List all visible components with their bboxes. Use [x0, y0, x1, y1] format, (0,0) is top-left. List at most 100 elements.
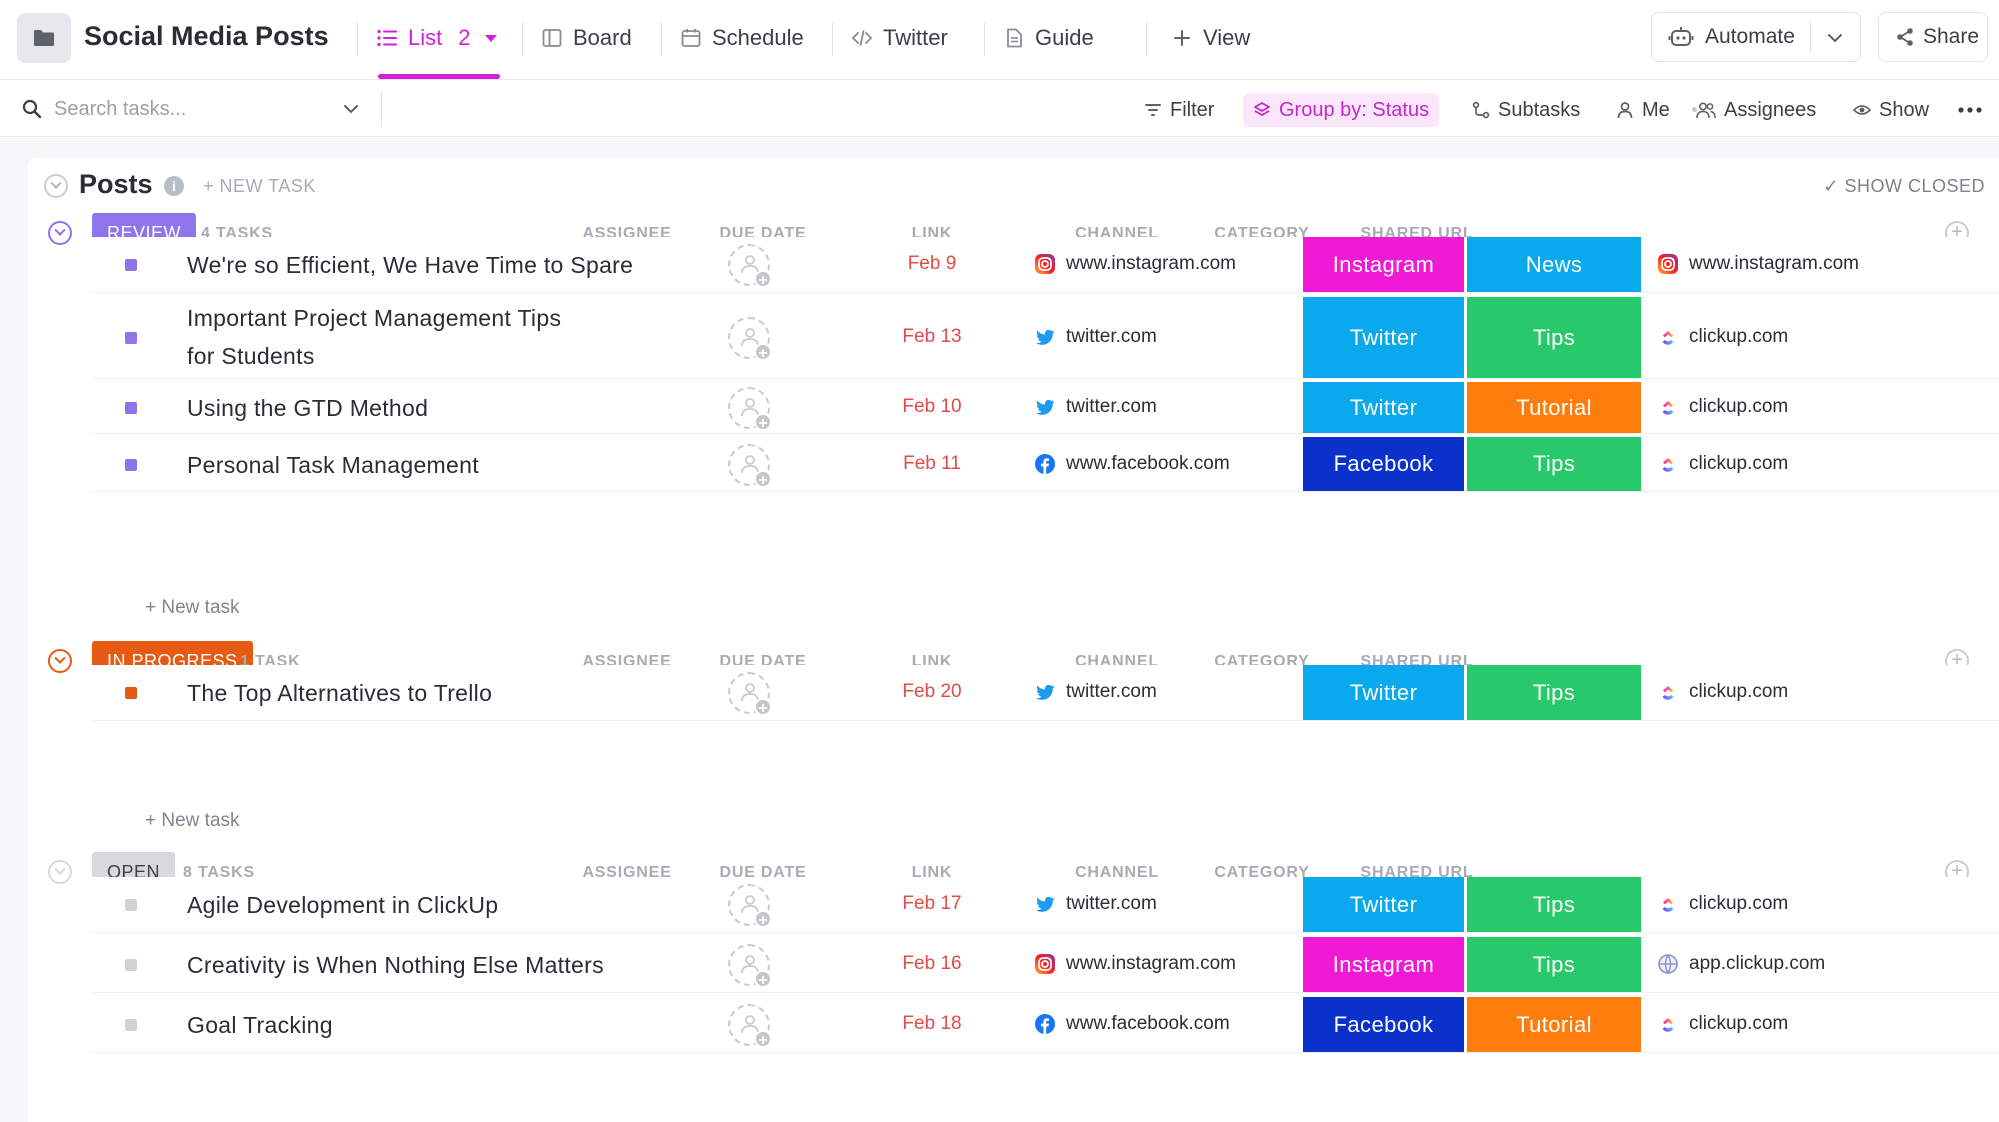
status-square[interactable] — [125, 687, 137, 699]
task-name[interactable]: Personal Task Management — [187, 451, 479, 478]
link-cell[interactable]: www.instagram.com — [1034, 253, 1236, 275]
chevron-down-icon[interactable] — [1826, 29, 1844, 47]
channel-tag[interactable]: Instagram — [1303, 237, 1464, 292]
column-header-channel[interactable]: CHANNEL — [1075, 864, 1159, 881]
shared-url-cell[interactable]: clickup.com — [1657, 893, 1788, 915]
channel-tag[interactable]: Twitter — [1303, 665, 1464, 720]
tab-list[interactable]: List 2 — [376, 20, 497, 56]
category-tag[interactable]: Tips — [1467, 665, 1641, 720]
collapse-group-toggle[interactable] — [48, 221, 72, 245]
assignees-button[interactable]: Assignees — [1696, 93, 1816, 127]
status-square[interactable] — [125, 899, 137, 911]
assignee-avatar[interactable]: + — [728, 944, 772, 989]
shared-url-cell[interactable]: clickup.com — [1657, 681, 1788, 703]
shared-url-cell[interactable]: clickup.com — [1657, 453, 1788, 475]
tab-board[interactable]: Board — [541, 20, 632, 56]
assignee-avatar[interactable]: + — [728, 443, 772, 489]
group-by-button[interactable]: Group by: Status — [1243, 93, 1440, 127]
add-task-button[interactable]: + New task — [145, 597, 240, 618]
due-date[interactable]: Feb 13 — [902, 326, 962, 347]
tab-twitter[interactable]: Twitter — [851, 20, 948, 56]
tab-guide[interactable]: Guide — [1003, 20, 1094, 56]
link-cell[interactable]: twitter.com — [1034, 893, 1157, 915]
filter-button[interactable]: Filter — [1144, 93, 1214, 127]
collapse-group-toggle[interactable] — [48, 649, 72, 673]
caret-down-icon[interactable] — [484, 34, 497, 42]
assignee-avatar[interactable]: + — [728, 387, 772, 432]
due-date[interactable]: Feb 18 — [902, 1013, 962, 1034]
info-icon[interactable]: i — [164, 176, 184, 196]
category-tag[interactable]: Tutorial — [1467, 382, 1641, 433]
task-name[interactable]: Using the GTD Method — [187, 395, 429, 421]
collapse-list-toggle[interactable] — [44, 174, 68, 198]
me-button[interactable]: Me — [1616, 93, 1670, 127]
more-options-icon[interactable] — [1958, 93, 1982, 127]
task-name[interactable]: We're so Efficient, We Have Time to Spar… — [187, 252, 634, 278]
status-square[interactable] — [125, 332, 137, 344]
status-square[interactable] — [125, 458, 137, 471]
task-row[interactable]: Agile Development in ClickUp + Feb 17 twitt… — [92, 877, 1999, 933]
folder-icon[interactable] — [17, 13, 71, 63]
channel-tag[interactable]: Twitter — [1303, 297, 1464, 378]
show-closed-button[interactable]: ✓ SHOW CLOSED — [1823, 176, 1985, 197]
link-cell[interactable]: www.facebook.com — [1034, 1013, 1230, 1035]
category-tag[interactable]: Tips — [1467, 937, 1641, 992]
new-task-button[interactable]: + NEW TASK — [203, 176, 316, 196]
add-view-button[interactable]: View — [1171, 20, 1250, 56]
add-task-button[interactable]: + New task — [145, 810, 240, 831]
channel-tag[interactable]: Facebook — [1303, 437, 1464, 491]
link-cell[interactable]: twitter.com — [1034, 326, 1157, 348]
status-square[interactable] — [125, 1019, 137, 1031]
column-header-shared-url[interactable]: SHARED URL — [1360, 864, 1474, 881]
share-button[interactable]: Share — [1878, 12, 1988, 62]
due-date[interactable]: Feb 9 — [907, 253, 957, 274]
link-cell[interactable]: www.facebook.com — [1034, 453, 1230, 475]
task-name[interactable]: Agile Development in ClickUp — [187, 892, 499, 918]
shared-url-cell[interactable]: clickup.com — [1657, 1013, 1788, 1035]
shared-url-cell[interactable]: www.instagram.com — [1657, 253, 1859, 275]
category-tag[interactable]: Tips — [1467, 297, 1641, 378]
due-date[interactable]: Feb 20 — [902, 681, 962, 702]
assignee-avatar[interactable]: + — [728, 317, 772, 362]
due-date[interactable]: Feb 10 — [902, 396, 962, 417]
task-row[interactable]: Personal Task Management + Feb 11 www.faceb… — [92, 437, 1999, 492]
task-name[interactable]: The Top Alternatives to Trello — [187, 680, 493, 706]
status-square[interactable] — [125, 259, 137, 271]
shared-url-cell[interactable]: clickup.com — [1657, 396, 1788, 418]
task-name[interactable]: Important Project Management Tips for St… — [187, 305, 562, 369]
channel-tag[interactable]: Instagram — [1303, 937, 1464, 992]
task-name[interactable]: Goal Tracking — [187, 1012, 333, 1038]
link-cell[interactable]: twitter.com — [1034, 681, 1157, 703]
column-header-category[interactable]: CATEGORY — [1214, 864, 1310, 881]
assignee-avatar[interactable]: + — [728, 672, 772, 717]
task-row[interactable]: Important Project Management Tips for St… — [92, 297, 1999, 379]
assignee-avatar[interactable]: + — [728, 244, 772, 289]
channel-tag[interactable]: Facebook — [1303, 997, 1464, 1052]
assignee-avatar[interactable]: + — [728, 884, 772, 929]
column-header-due-date[interactable]: DUE DATE — [719, 864, 807, 881]
shared-url-cell[interactable]: app.clickup.com — [1657, 953, 1825, 975]
automate-button[interactable]: Automate — [1651, 12, 1861, 62]
category-tag[interactable]: News — [1467, 237, 1641, 292]
link-cell[interactable]: twitter.com — [1034, 396, 1157, 418]
shared-url-cell[interactable]: clickup.com — [1657, 326, 1788, 348]
category-tag[interactable]: Tips — [1467, 437, 1641, 491]
task-row[interactable]: Goal Tracking + Feb 18 www.facebook.com Face… — [92, 997, 1999, 1053]
due-date[interactable]: Feb 11 — [903, 452, 961, 474]
link-cell[interactable]: www.instagram.com — [1034, 953, 1236, 975]
due-date[interactable]: Feb 17 — [902, 893, 962, 914]
task-row[interactable]: We're so Efficient, We Have Time to Spar… — [92, 237, 1999, 293]
tab-schedule[interactable]: Schedule — [680, 20, 804, 56]
task-row[interactable]: The Top Alternatives to Trello + Feb 20 twi… — [92, 665, 1999, 721]
task-row[interactable]: Creativity is When Nothing Else Matters +… — [92, 937, 1999, 993]
column-header-assignee[interactable]: ASSIGNEE — [582, 864, 672, 881]
task-name[interactable]: Creativity is When Nothing Else Matters — [187, 952, 604, 978]
subtasks-button[interactable]: Subtasks — [1472, 93, 1580, 127]
search-input[interactable] — [54, 97, 314, 121]
channel-tag[interactable]: Twitter — [1303, 382, 1464, 433]
category-tag[interactable]: Tips — [1467, 877, 1641, 932]
task-row[interactable]: Using the GTD Method + Feb 10 twitter.com Tw… — [92, 382, 1999, 434]
status-square[interactable] — [125, 959, 137, 971]
due-date[interactable]: Feb 16 — [902, 953, 962, 974]
show-button[interactable]: Show — [1853, 93, 1929, 127]
